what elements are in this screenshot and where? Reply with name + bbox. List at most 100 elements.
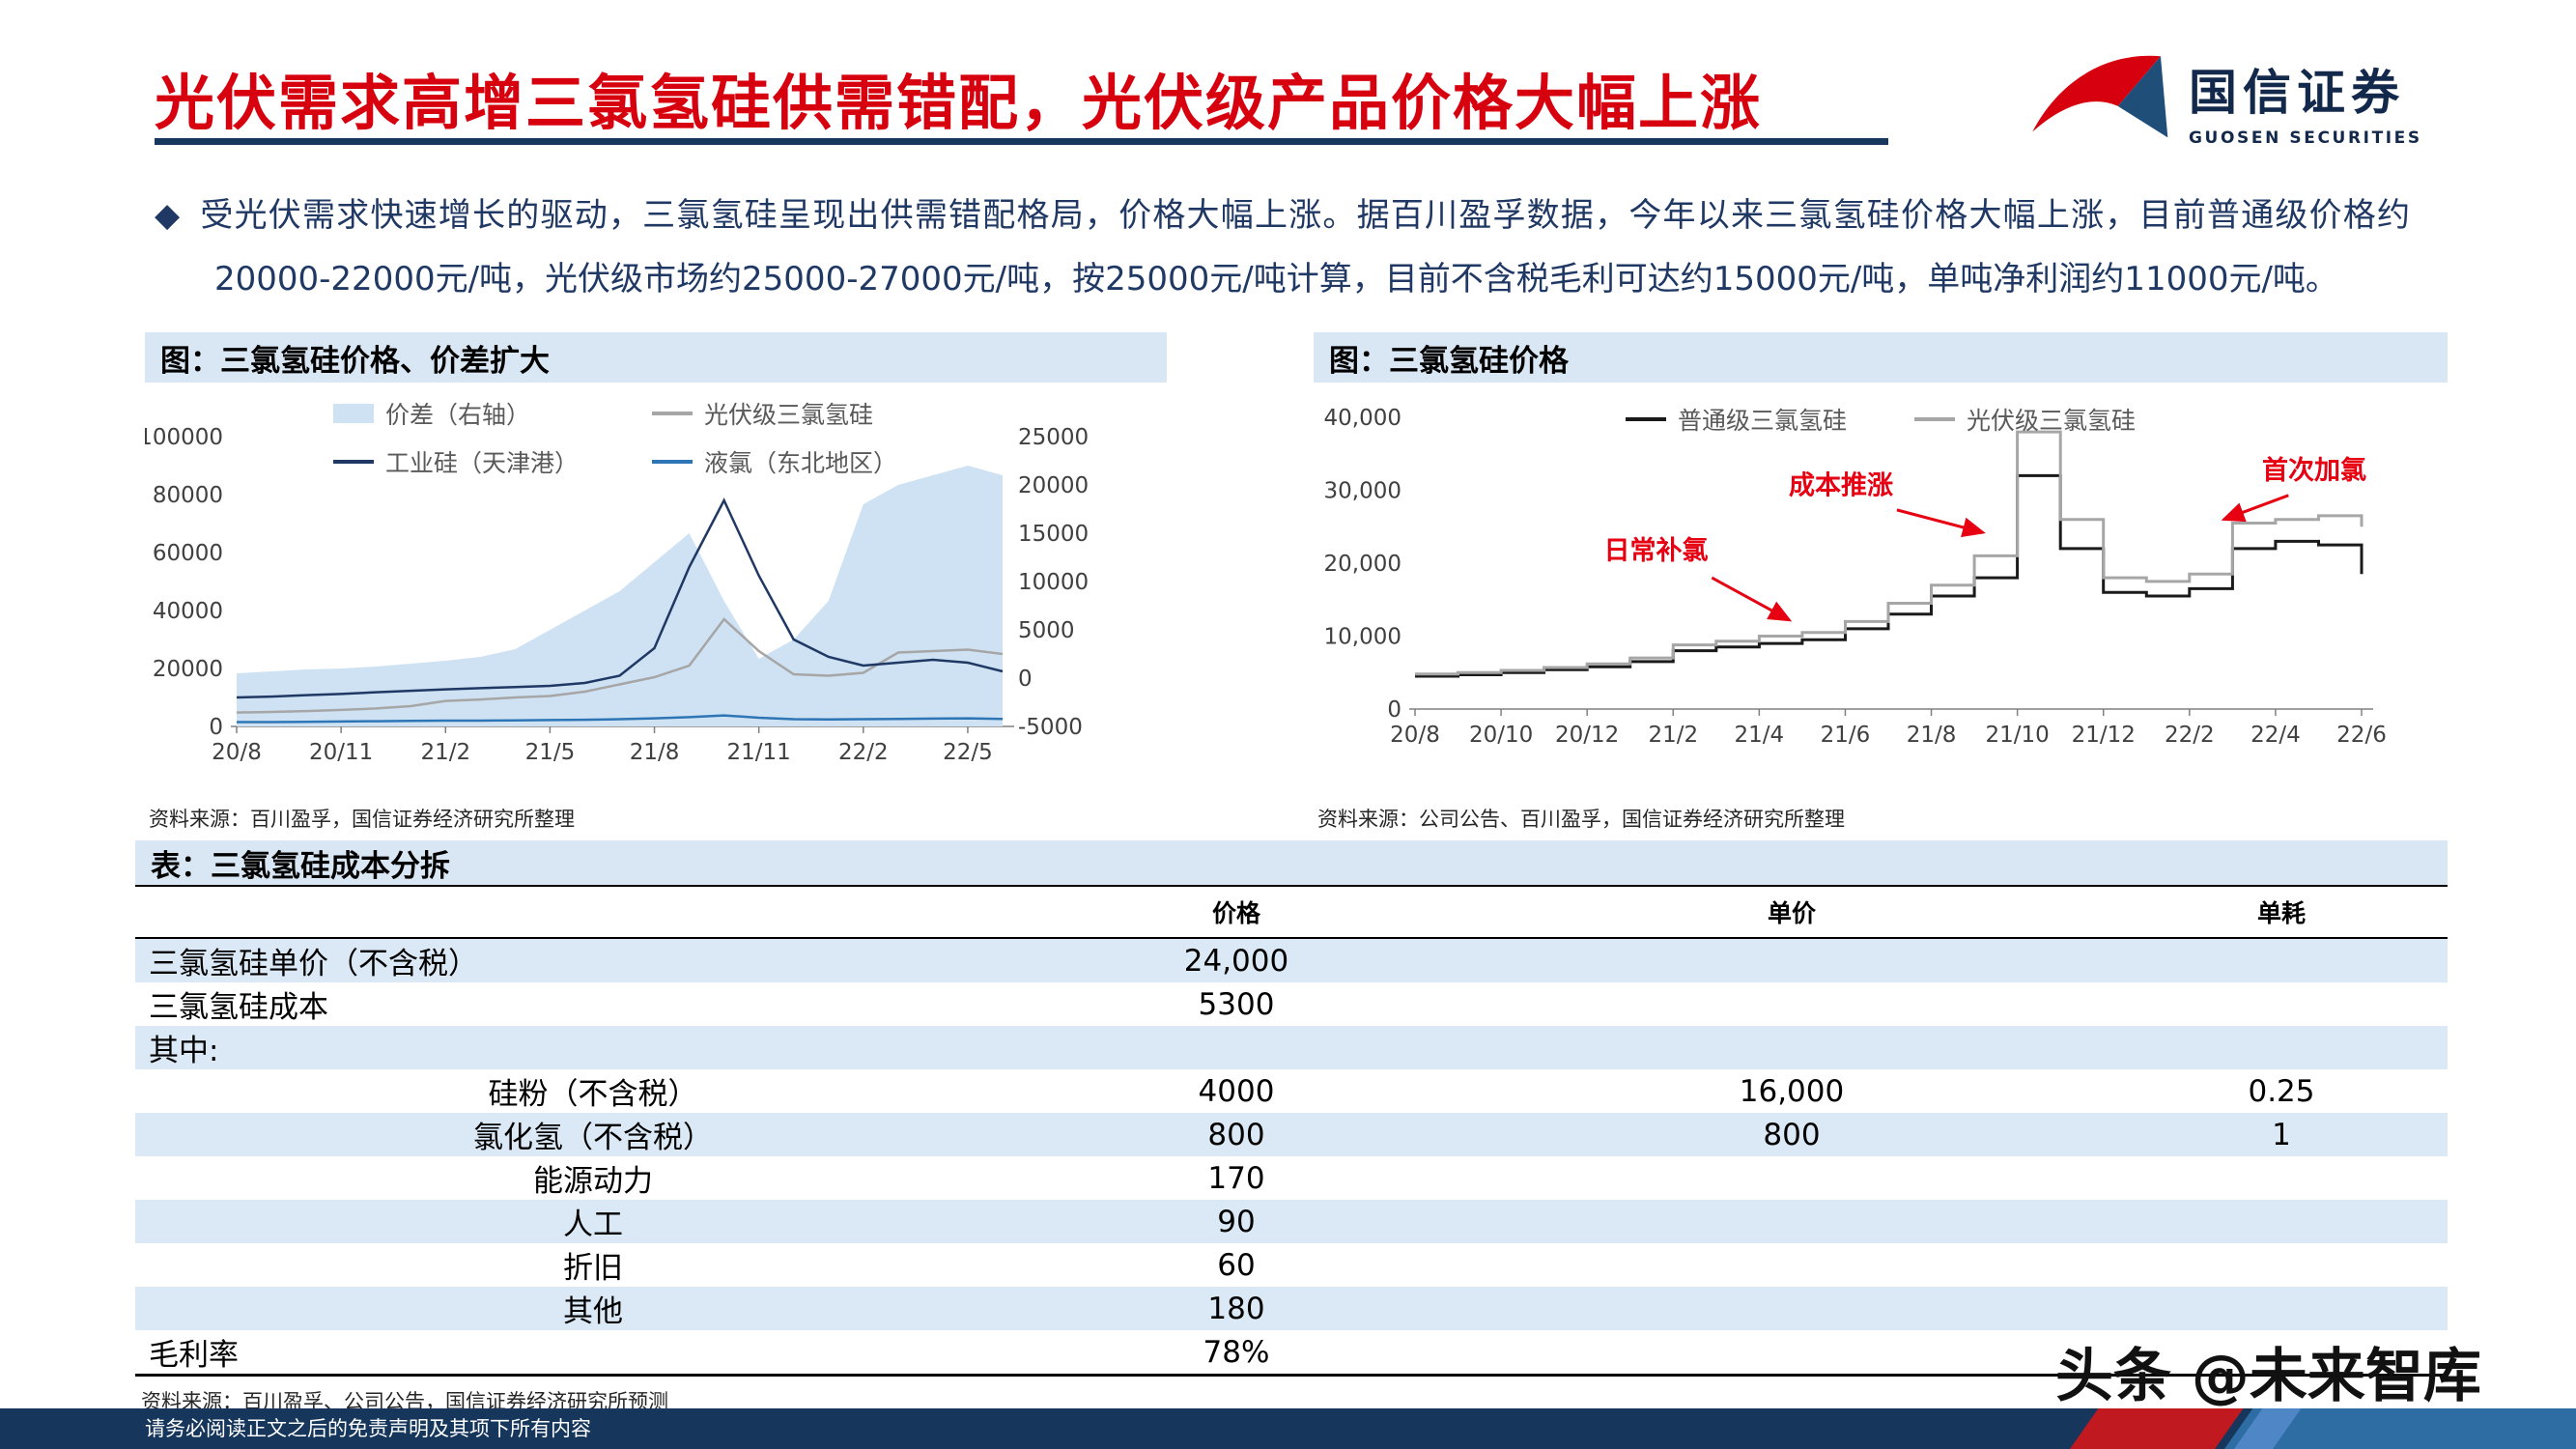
x-axis-label: 21/4 [1735,723,1785,748]
logo-subtitle: GUOSEN SECURITIES [2189,128,2422,148]
row-label-text: 硅粉（不含税） [488,1077,698,1112]
annotation-label: 首次加氯 [2262,455,2366,486]
x-axis-label: 22/2 [838,740,889,765]
legend-label: 价差（右轴） [385,401,531,429]
cell-unit_consumption [2115,1026,2448,1069]
x-axis-label: 21/2 [420,740,470,765]
row-label: 其他 [135,1287,1005,1330]
x-axis-label: 21/6 [1821,723,1871,748]
cell-price: 170 [1207,1160,1265,1196]
page-title: 光伏需求高增三氯氢硅供需错配，光伏级产品价格大幅上涨 [155,68,1763,138]
table-row: 人工 90 [135,1200,2448,1243]
series-line [237,714,1004,724]
guosen-logo-icon [2032,55,2168,138]
table-row: 三氯氢硅成本 5300 [135,982,2448,1026]
summary-text: 受光伏需求快速增长的驱动，三氯氢硅呈现出供需错配格局，价格大幅上涨。据百川盈孚数… [200,196,2411,298]
row-label-text: 能源动力 [533,1164,653,1199]
y-axis-label: 80000 [153,483,223,508]
chart-body: 价差（右轴） 光伏级三氯氢硅 工业硅（天津港） 液氯（东北地区） 0 20000 4000… [145,383,1167,798]
annotation-arrow [1711,576,1793,622]
x-axis-label: 21/8 [630,740,680,765]
table-row: 毛利率 78% [135,1330,2448,1377]
cell-unit_consumption: 1 [2272,1117,2291,1152]
legend-label: 工业硅（天津港） [385,449,580,477]
cell-unit_price: 800 [1763,1117,1821,1152]
y-axis-label: 40000 [153,599,223,624]
bullet-icon: ◆ [155,196,182,235]
row-label-text: 折旧 [563,1251,623,1286]
logo-text: 国信证券 GUOSEN SECURITIES [2189,54,2422,148]
disclaimer-text: 请务必阅读正文之后的免责声明及其项下所有内容 [145,1417,591,1440]
row-label: 能源动力 [135,1156,1005,1200]
legend-label: 光伏级三氯氢硅 [704,401,874,429]
y-axis-label: 10,000 [1324,625,1401,650]
row-label-text: 氯化氢（不含税） [473,1121,713,1155]
cell-unit_consumption: 0.25 [2248,1073,2315,1109]
row-label-text: 三氯氢硅成本 [149,990,328,1025]
annotation-label: 成本推涨 [1789,470,1893,500]
cell-unit_price [1468,1287,2115,1330]
column-header: 单价 [1468,887,2115,939]
chart-source: 资料来源：百川盈孚，国信证券经济研究所整理 [149,808,575,831]
x-axis-label: 21/2 [1648,723,1698,748]
x-axis-label: 21/12 [2072,723,2136,748]
chart-panel-price-spread: 图：三氯氢硅价格、价差扩大 价差（右轴） 光伏级三氯氢硅 工业硅（天津港） 液氯（东北… [145,332,1167,833]
row-label-text: 其他 [563,1294,623,1329]
series-area [237,466,1003,726]
y-axis-label: 20000 [153,657,223,682]
y2-axis-label: 0 [1018,667,1033,692]
price-spread-chart: 0 20000 40000 60000 80000 100000 -5000 0 5000 100… [145,425,1089,765]
watermark: 头条 @未来智库 [2055,1343,2481,1410]
summary-block: ◆ 受光伏需求快速增长的驱动，三氯氢硅呈现出供需错配格局，价格大幅上涨。据百川盈孚… [155,184,2410,311]
table-row: 三氯氢硅单价（不含税） 24,000 [135,938,2448,982]
row-label: 人工 [135,1200,1005,1243]
cell-price: 78% [1005,1330,1468,1377]
x-axis-label: 22/4 [2250,723,2301,748]
series-line [236,617,1004,714]
legend-label: 普通级三氯氢硅 [1677,407,1847,435]
x-axis-label: 21/11 [727,740,791,765]
x-axis-label: 20/8 [212,740,262,765]
x-axis-label: 20/10 [1469,723,1533,748]
row-label-text: 其中: [149,1034,219,1068]
cell-unit_price [1468,982,2115,1026]
y2-axis-label: 20000 [1018,473,1089,498]
x-axis-label: 21/8 [1907,723,1957,748]
company-logo: 国信证券 GUOSEN SECURITIES [2028,43,2422,157]
cell-unit_price [1468,1243,2115,1287]
cell-price: 90 [1217,1204,1256,1239]
chart-body: 普通级三氯氢硅 光伏级三氯氢硅 0 10,000 20,000 30,000 40,000… [1314,383,2448,798]
table-row: 氯化氢（不含税） 800 800 1 [135,1113,2448,1156]
annotation-arrow [2221,494,2289,523]
cell-unit_price [1468,1200,2115,1243]
y-axis-label: 0 [209,715,223,740]
cost-table: 价格 单价 单耗 三氯氢硅单价（不含税） 24,000 三氯氢硅成本 5300 其中: 硅粉（… [135,887,2448,1377]
chart-source: 资料来源：公司公告、百川盈孚，国信证券经济研究所整理 [1317,808,1845,831]
row-label: 毛利率 [135,1330,1005,1377]
legend-item: 光伏级三氯氢硅 [1914,402,2136,437]
chart-title: 图：三氯氢硅价格、价差扩大 [145,332,1167,383]
y2-axis-label: -5000 [1018,715,1083,740]
cost-breakdown-section: 表：三氯氢硅成本分拆 价格 单价 单耗 三氯氢硅单价（不含税） 24,000 三氯氢硅成… [135,840,2448,1415]
legend-swatch [652,412,693,415]
x-axis-label: 21/10 [1985,723,2049,748]
footer-bar: 请务必阅读正文之后的免责声明及其项下所有内容 [0,1408,2576,1449]
chart-title: 图：三氯氢硅价格 [1314,332,2448,383]
summary-paragraph: ◆ 受光伏需求快速增长的驱动，三氯氢硅呈现出供需错配格局，价格大幅上涨。据百川盈孚… [155,184,2410,311]
y2-axis-label: 5000 [1018,618,1075,643]
y2-axis-label: 25000 [1018,425,1089,450]
y-axis-label: 20,000 [1324,552,1401,577]
legend-swatch [1914,417,1955,421]
row-label: 三氯氢硅成本 [135,982,1005,1026]
cell-unit_consumption [2115,1200,2448,1243]
legend-item: 普通级三氯氢硅 [1625,402,1847,437]
y-axis-label: 100000 [145,425,223,450]
x-axis-label: 20/8 [1390,723,1440,748]
table-row: 硅粉（不含税） 4000 16,000 0.25 [135,1069,2448,1113]
column-header: 价格 [1005,887,1468,939]
legend-swatch [1625,417,1666,421]
x-axis-label: 22/2 [2165,723,2215,748]
cell-price: 180 [1207,1291,1265,1326]
cell-unit_consumption [2115,1243,2448,1287]
annotation-label: 日常补氯 [1603,535,1708,566]
